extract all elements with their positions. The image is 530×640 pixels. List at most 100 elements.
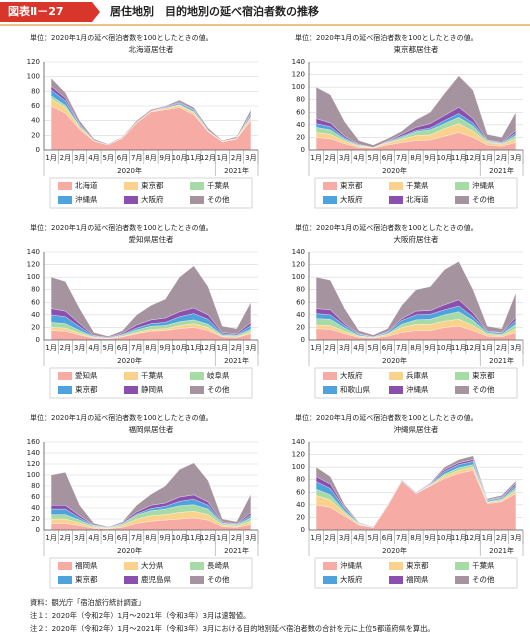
x-tick-label: 1月 [310,154,321,162]
x-tick-label: 4月 [353,344,364,352]
x-tick-label: 8月 [410,344,421,352]
legend-label: 東京都 [340,180,363,190]
y-tick-label: 100 [27,471,40,479]
legend-label: その他 [472,384,495,394]
legend-swatch [389,562,403,570]
x-tick-label: 5月 [367,154,378,162]
x-tick-label: 4月 [88,344,99,352]
area-series [50,77,252,146]
y-tick-label: 40 [31,504,40,512]
legend-label: 愛知県 [75,370,98,380]
legend-label: その他 [207,384,230,394]
y-tick-label: 40 [31,311,40,319]
y-tick-label: 120 [27,58,40,66]
legend-label: 和歌山県 [340,384,370,394]
chart-title: 北海道居住者 [129,44,174,54]
legend-box [314,557,518,589]
y-tick-label: 80 [296,476,305,484]
x-tick-label: 10月 [172,154,188,162]
legend-label: 大阪府 [340,574,363,584]
legend-swatch [190,562,204,570]
x-tick-label: 2月 [231,154,242,162]
legend-swatch [389,182,403,190]
legend-label: 東京都 [75,574,98,584]
x-tick-label: 2月 [325,344,336,352]
legend-label: 沖縄県 [340,560,363,570]
legend-swatch [455,196,469,204]
x-tick-label: 6月 [382,344,393,352]
legend-label: その他 [472,574,495,584]
y-tick-label: 120 [292,451,305,459]
area-series [315,455,517,528]
chart-note: 単位：2020年1月の延べ宿泊者数を100としたときの値。 [295,223,478,232]
legend-label: 大分県 [141,560,164,570]
x-tick-label: 5月 [367,344,378,352]
legend-label: 大阪府 [141,194,164,204]
x-tick-label: 2月 [496,344,507,352]
y-tick-label: 0 [301,526,305,534]
y-tick-label: 140 [27,449,40,457]
x-tick-label: 2月 [60,344,71,352]
legend-swatch [58,576,72,584]
legend-swatch [389,372,403,380]
legend-swatch [190,576,204,584]
x-tick-label: 9月 [160,154,171,162]
footnote: 注１：2020年（令和2年）1月～2021年（令和3年）3月は速報値。 [30,611,250,620]
x-tick-label: 9月 [425,154,436,162]
legend-swatch [124,576,138,584]
year-label: 2021年 [489,546,514,555]
y-tick-label: 40 [296,311,305,319]
y-tick-label: 140 [292,438,305,446]
legend-label: 福岡県 [75,561,98,570]
x-tick-label: 11月 [186,534,202,542]
chart-note: 単位：2020年1月の延べ宿泊者数を100としたときの値。 [30,413,213,422]
year-label: 2020年 [382,356,407,365]
x-tick-label: 2月 [231,344,242,352]
chart-title: 大阪府居住者 [394,234,439,244]
legend-label: 兵庫県 [406,370,429,380]
y-tick-label: 60 [296,488,305,496]
x-tick-label: 1月 [217,154,228,162]
y-tick-label: 0 [301,336,305,344]
year-label: 2021年 [224,166,249,175]
x-tick-label: 1月 [45,154,56,162]
legend-swatch [190,372,204,380]
y-tick-label: 20 [31,131,40,139]
x-tick-label: 2月 [60,154,71,162]
legend-label: 長崎県 [207,560,230,570]
x-tick-label: 10月 [437,154,453,162]
y-tick-label: 120 [292,71,305,79]
y-tick-label: 40 [31,117,40,125]
legend-box [314,367,518,399]
x-tick-label: 1月 [482,154,493,162]
legend-label: 東京都 [472,370,495,380]
year-label: 2021年 [489,166,514,175]
y-tick-label: 20 [296,323,305,331]
x-tick-label: 7月 [396,154,407,162]
y-tick-label: 100 [27,273,40,281]
x-tick-label: 11月 [186,344,202,352]
year-label: 2020年 [117,546,142,555]
y-tick-label: 20 [296,513,305,521]
x-tick-label: 12月 [465,154,481,162]
y-tick-label: 80 [296,96,305,104]
y-tick-label: 140 [27,248,40,256]
legend-swatch [58,182,72,190]
x-tick-label: 8月 [145,534,156,542]
x-tick-label: 4月 [88,534,99,542]
legend-swatch [389,196,403,204]
legend-swatch [58,386,72,394]
y-tick-label: 0 [301,146,305,154]
header-badge [0,2,100,22]
x-tick-label: 10月 [172,344,188,352]
x-tick-label: 5月 [102,344,113,352]
x-tick-label: 3月 [339,154,350,162]
legend-label: 東京都 [141,180,164,190]
x-tick-label: 3月 [74,154,85,162]
chart-note: 単位：2020年1月の延べ宿泊者数を100としたときの値。 [295,413,478,422]
y-tick-label: 80 [31,286,40,294]
year-label: 2020年 [117,166,142,175]
legend-label: 静岡県 [141,384,164,394]
x-tick-label: 10月 [172,534,188,542]
y-tick-label: 60 [31,298,40,306]
